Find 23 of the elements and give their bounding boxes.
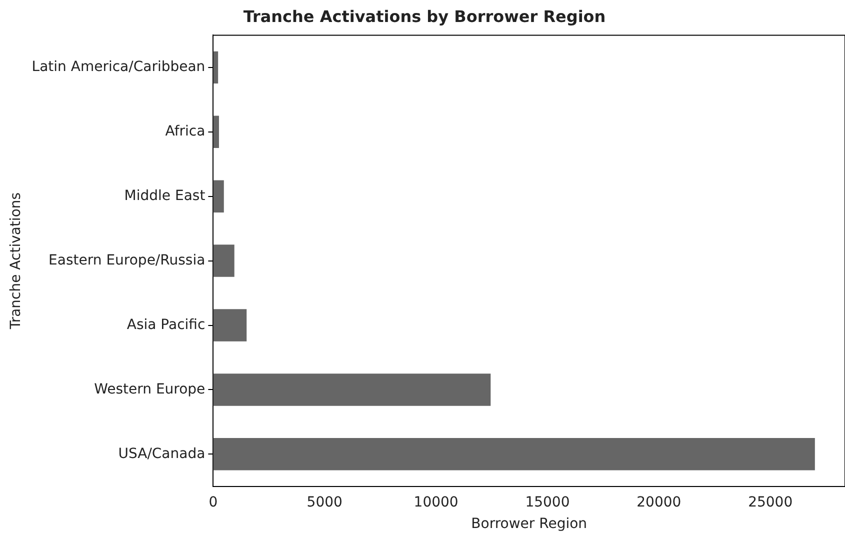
x-tick-label: 5000 — [306, 494, 342, 510]
bar — [213, 180, 224, 212]
x-axis-title: Borrower Region — [471, 516, 588, 532]
y-axis-title: Tranche Activations — [8, 192, 24, 330]
y-tick-label: Middle East — [124, 188, 206, 204]
y-tick-label: Latin America/Caribbean — [32, 59, 206, 76]
x-tick-label: 15000 — [525, 494, 570, 510]
bar — [213, 244, 234, 277]
x-tick-label: 10000 — [414, 494, 458, 510]
bar — [213, 51, 218, 84]
y-tick-label: Eastern Europe/Russia — [48, 252, 206, 268]
x-tick-label: 0 — [208, 494, 218, 510]
bar — [213, 374, 491, 406]
bar — [213, 116, 219, 148]
y-tick-label: Asia Pacific — [126, 316, 206, 333]
bar — [213, 438, 815, 470]
chart-title: Tranche Activations by Borrower Region — [243, 6, 606, 26]
x-tick-label: 20000 — [636, 494, 682, 510]
y-tick-label: Western Europe — [94, 381, 206, 398]
y-tick-label: Africa — [165, 124, 206, 140]
y-tick-label: USA/Canada — [118, 446, 206, 462]
bar — [213, 309, 247, 342]
x-tick-label: 25000 — [748, 494, 793, 510]
